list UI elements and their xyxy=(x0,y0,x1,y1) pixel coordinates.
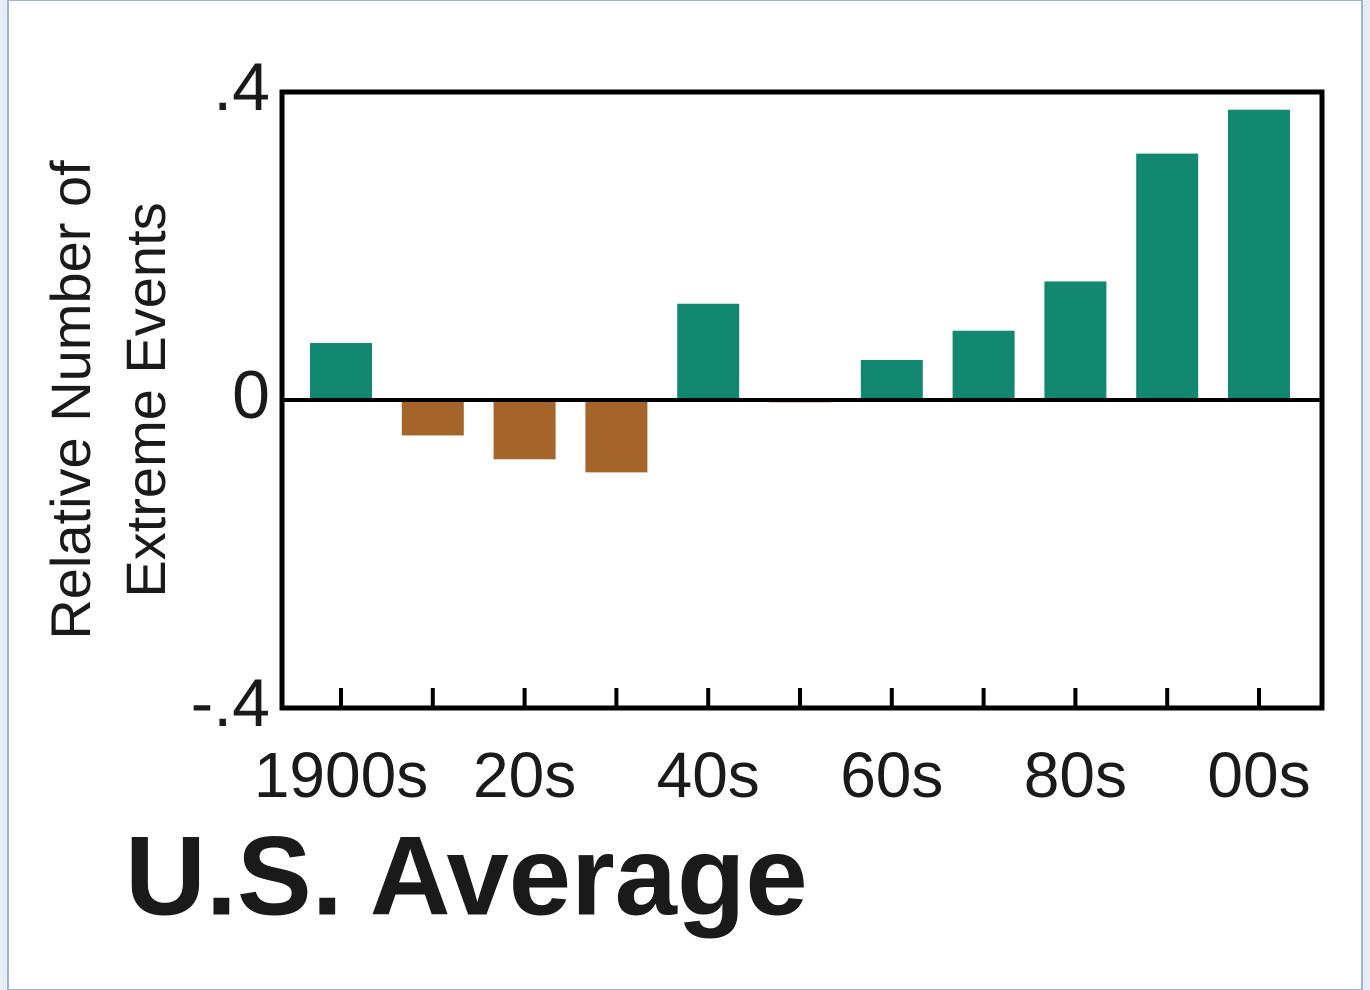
bar xyxy=(677,303,740,400)
bar xyxy=(1136,153,1199,400)
x-tick-label: 1900s xyxy=(254,739,428,811)
bar xyxy=(1228,109,1290,401)
bar xyxy=(585,400,648,473)
bar xyxy=(1044,281,1107,400)
x-tick-label: 40s xyxy=(657,739,760,811)
y-axis-label: Relative Number of Extreme Events xyxy=(39,160,177,640)
y-tick-label: -.4 xyxy=(191,665,270,741)
bar xyxy=(493,400,556,460)
y-tick-label: .4 xyxy=(213,49,270,125)
subtitle: U.S. Average xyxy=(125,814,808,939)
bar xyxy=(860,359,923,400)
x-tick-label: 60s xyxy=(840,739,943,811)
bar xyxy=(401,400,464,436)
plot-frame xyxy=(279,89,1325,711)
y-axis-label-line: Relative Number of xyxy=(39,160,102,640)
y-tick-label: 0 xyxy=(232,357,270,433)
x-tick-label: 80s xyxy=(1024,739,1127,811)
x-tick-label: 20s xyxy=(473,739,576,811)
y-axis-label-line: Extreme Events xyxy=(114,202,177,597)
bar xyxy=(310,343,372,400)
x-tick-label: 00s xyxy=(1207,739,1310,811)
bar xyxy=(952,330,1015,400)
